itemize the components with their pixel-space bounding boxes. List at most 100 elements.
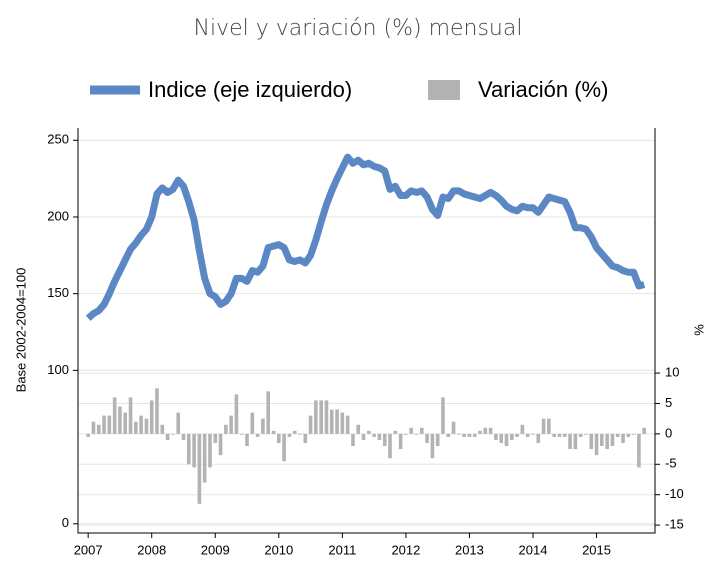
bar [208,433,212,468]
bar [472,433,477,437]
bar [335,409,339,434]
bar [224,424,228,434]
bar [568,433,572,450]
x-tick-label: 2011 [328,542,356,557]
y2-tick-label: -5 [665,456,677,471]
bar [250,412,255,434]
bar [409,427,413,434]
bar [467,433,472,437]
bar [388,433,392,459]
bar [202,433,207,483]
bar [165,433,170,440]
bar [123,412,128,434]
bar [557,433,562,437]
bar [419,427,424,434]
bar [367,430,371,434]
bar [430,433,435,459]
bar [324,400,329,434]
bar [536,433,541,443]
bar [282,433,286,462]
bar [245,433,249,447]
x-tick-label: 2015 [582,542,611,557]
bar [112,397,117,434]
bar [139,415,143,434]
bar [91,421,96,434]
bar [547,418,551,434]
legend-label: Indice (eje izquierdo) [148,77,352,102]
bar [351,433,355,447]
bar [176,412,181,434]
bar [404,433,408,435]
bar [520,424,525,434]
index-line [85,153,646,321]
bar [345,415,350,434]
bar [218,433,223,456]
bar [213,433,218,443]
bar [303,433,308,443]
bar [171,433,175,435]
y2-axis-label: % [691,324,706,336]
bar [319,400,323,434]
bar [255,433,260,437]
y-axis-label: Base 2002-2004=100 [13,268,28,393]
bar [356,424,361,434]
bar [414,433,419,435]
bar [266,391,270,434]
y-tick-label: 250 [47,132,69,147]
y-tick-label: 100 [47,362,69,377]
bar [128,397,133,434]
x-tick-label: 2008 [137,542,166,557]
bar [562,433,567,437]
bar [308,415,313,434]
bar [435,433,440,447]
bar [504,433,509,447]
chart-title: Nivel y variación (%) mensual [194,16,523,41]
bar [192,433,196,468]
bar [446,433,451,437]
bar [287,433,292,437]
bar [626,433,631,437]
bar [631,433,636,435]
bar [510,433,514,440]
bar [393,430,398,434]
y2-tick-label: 0 [665,425,672,440]
bar [637,433,641,468]
bar [462,433,466,437]
y-tick-label: 0 [62,515,69,530]
bar [642,427,646,434]
y2-tick-label: -10 [665,486,684,501]
bar [149,400,154,434]
bar [340,412,345,434]
bar [155,388,159,434]
bar [277,433,281,443]
bar [525,433,530,437]
bar [96,424,101,434]
bar [425,433,429,443]
y2-tick-label: -15 [665,517,684,532]
bar [261,418,265,434]
bar [605,433,609,450]
bar [102,415,106,434]
bar [314,400,318,434]
bar [589,433,594,450]
legend-label: Variación (%) [478,77,608,102]
bar [541,418,546,434]
x-tick-label: 2010 [264,542,293,557]
bar [107,415,112,434]
bar [531,433,535,435]
bar [181,433,186,440]
bar [515,433,519,437]
bar [478,430,482,434]
y-tick-label: 150 [47,285,69,300]
bar [298,433,302,435]
bar [229,415,233,434]
bar [239,433,244,435]
x-tick-label: 2009 [201,542,230,557]
bar [451,421,456,434]
x-tick-label: 2012 [391,542,420,557]
bar [329,409,334,434]
x-tick-label: 2014 [519,542,548,557]
bar [594,433,599,456]
bar [292,430,297,434]
